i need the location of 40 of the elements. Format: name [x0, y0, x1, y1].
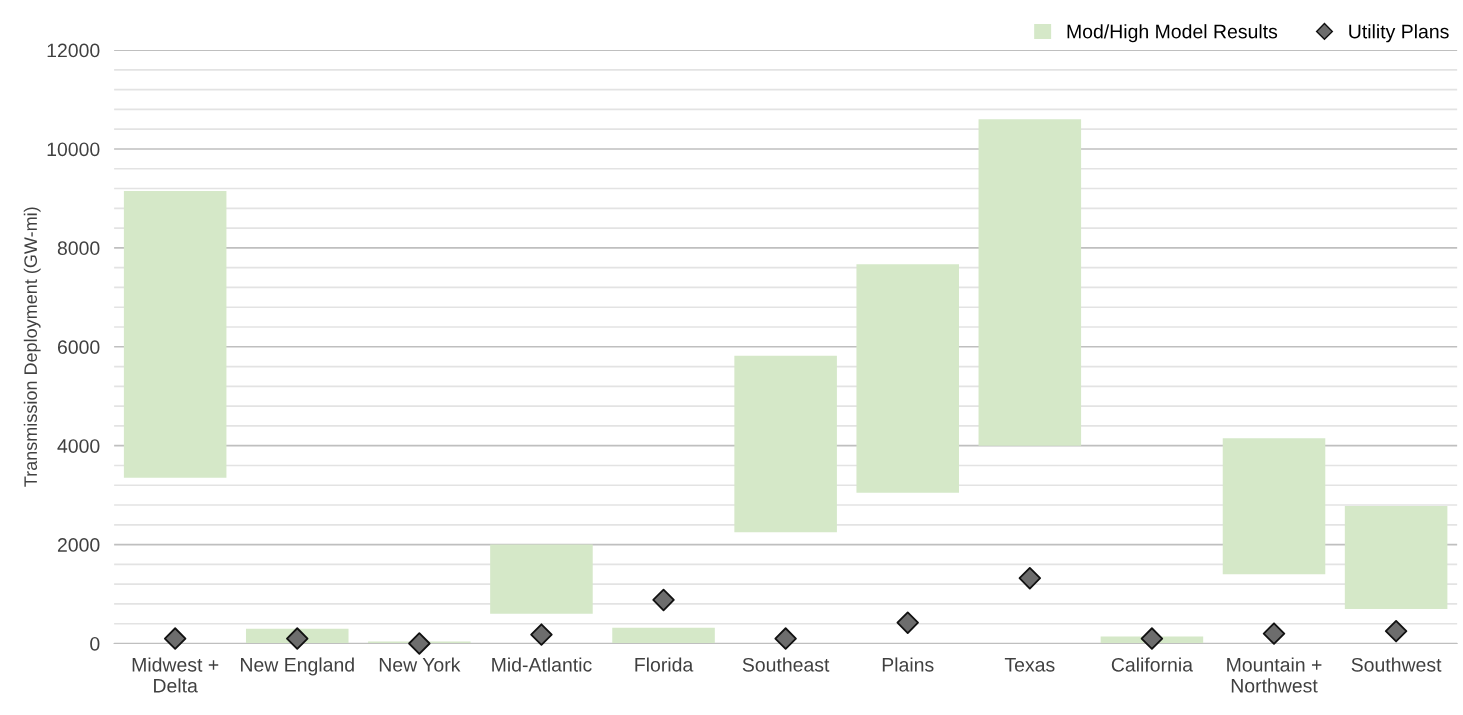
- bar: [490, 544, 593, 614]
- bar: [1344, 506, 1448, 609]
- x-tick-label: Mountain + Northwest: [1227, 657, 1322, 693]
- point: [652, 588, 675, 612]
- bar: [978, 119, 1082, 446]
- x-tick-label: Texas: [1004, 658, 1055, 672]
- x-tick-label: Plains: [882, 657, 934, 672]
- point: [896, 611, 919, 634]
- point: [1384, 619, 1408, 643]
- y-tick-label: 2000: [57, 538, 100, 552]
- point: [286, 627, 309, 650]
- legend-label: Utility Plans: [1349, 24, 1449, 43]
- point: [774, 627, 797, 650]
- point: [1262, 622, 1286, 645]
- y-tick-label: 12000: [47, 43, 100, 58]
- y-tick-label: 6000: [57, 340, 100, 355]
- point: [1140, 627, 1164, 650]
- bar: [1222, 438, 1326, 575]
- x-tick-label: Florida: [635, 657, 694, 672]
- bar: [123, 190, 227, 478]
- x-tick-label: Midwest + Delta: [132, 657, 219, 693]
- bar: [856, 264, 959, 493]
- y-tick-label: 8000: [57, 241, 100, 256]
- x-tick-label: California: [1111, 657, 1193, 672]
- point: [530, 623, 553, 646]
- x-tick-label: Southeast: [742, 657, 830, 672]
- x-tick-label: New York: [379, 657, 461, 672]
- point: [1018, 567, 1042, 590]
- y-tick-label: 4000: [57, 439, 100, 453]
- x-tick-label: Mid-Atlantic: [492, 657, 592, 672]
- bar: [612, 627, 715, 644]
- x-tick-label: New England: [241, 657, 354, 676]
- y-tick-label: 0: [90, 636, 100, 651]
- point: [163, 627, 187, 650]
- y-axis-title: Transmission Deployment (GW-mi): [23, 207, 41, 487]
- point: [408, 632, 431, 655]
- y-tick-label: 10000: [47, 142, 100, 157]
- legend-label: Mod/High Model Results: [1067, 24, 1278, 43]
- x-tick-label: Southwest: [1351, 657, 1442, 672]
- bar: [734, 355, 837, 533]
